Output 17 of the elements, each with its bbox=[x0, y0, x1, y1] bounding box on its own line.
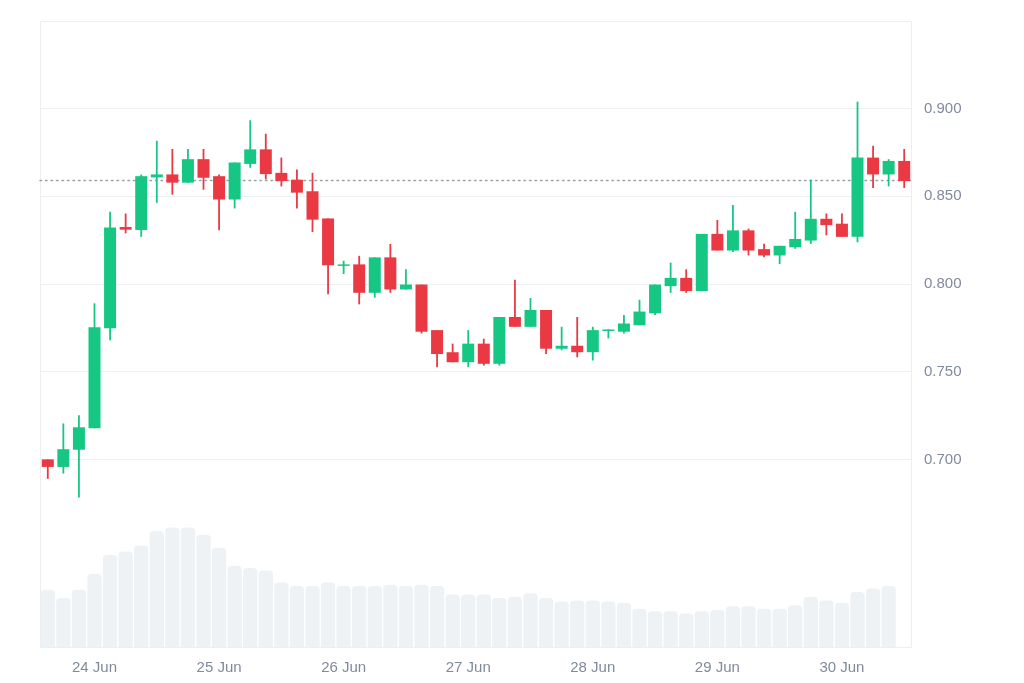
x-tick-label: 25 Jun bbox=[196, 658, 242, 676]
x-tick-label: 30 Jun bbox=[819, 658, 865, 676]
x-tick-label: 26 Jun bbox=[321, 658, 367, 676]
x-tick-label: 24 Jun bbox=[71, 658, 118, 676]
candlestick bbox=[166, 149, 179, 195]
candlestick bbox=[571, 316, 584, 358]
y-tick-label: 0.800 bbox=[924, 274, 962, 292]
x-tick-label: 27 Jun bbox=[445, 658, 491, 676]
candlestick bbox=[150, 140, 163, 203]
y-tick-label: 0.850 bbox=[924, 186, 962, 204]
x-tick-label: 29 Jun bbox=[694, 658, 740, 676]
y-tick-label: 0.750 bbox=[924, 361, 962, 379]
candlestick bbox=[555, 326, 568, 351]
x-tick-label: 28 Jun bbox=[570, 658, 616, 676]
y-tick-label: 0.900 bbox=[924, 98, 962, 116]
candlestick bbox=[337, 260, 350, 275]
y-tick-label: 0.700 bbox=[924, 449, 962, 467]
